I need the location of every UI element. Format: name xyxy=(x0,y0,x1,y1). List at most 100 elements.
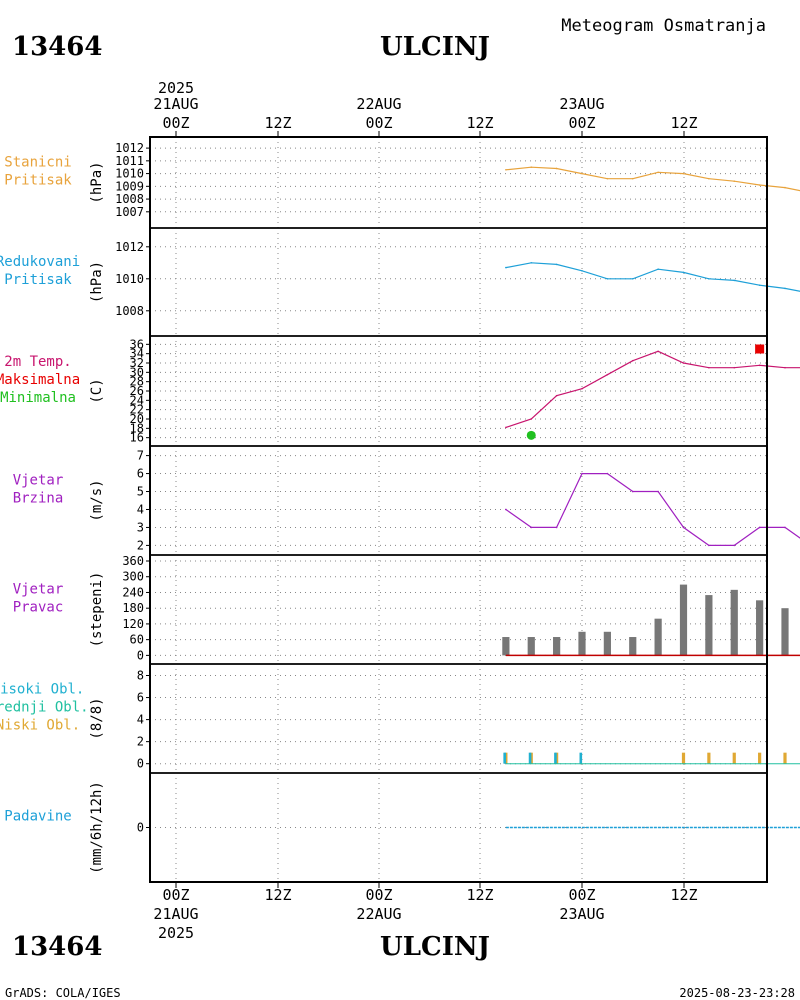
panel-cloud_cover: 0 2 4 6 8 Visoki Obl. Srednji Obl. Niski Obl. (8… xyxy=(0,663,800,774)
station-name-bottom: ULCINJ xyxy=(380,932,490,962)
y-tick-label: 1012 xyxy=(115,141,144,155)
y-tick-label: 1010 xyxy=(115,272,144,286)
data-point xyxy=(530,418,533,420)
hour-top-3: 00Z xyxy=(365,114,392,132)
data-point xyxy=(505,168,507,171)
y-tick-label: 180 xyxy=(122,601,144,615)
y-tick-label: 34 xyxy=(130,347,144,361)
y-tick-label: 16 xyxy=(130,431,144,445)
data-point xyxy=(505,426,507,429)
day-top-1: 21AUG xyxy=(153,95,198,113)
y-tick-label: 22 xyxy=(130,403,144,417)
hour-top-1: 00Z xyxy=(162,114,189,132)
panel-frame xyxy=(149,335,768,447)
hour-top-2: 12Z xyxy=(264,114,291,132)
y-tick-label: 1009 xyxy=(115,179,144,193)
y-axis-label: (mm/6h/12h) xyxy=(89,781,105,874)
data-point xyxy=(555,263,558,266)
data-point xyxy=(581,472,583,475)
wind-dir-bar xyxy=(781,608,789,656)
cloud-bar xyxy=(783,752,787,764)
station-id-bottom: 13464 xyxy=(12,932,102,962)
y-tick-label: 26 xyxy=(130,384,144,398)
y-axis-label: (8/8) xyxy=(89,697,105,739)
panel-label: Vjetar xyxy=(13,473,64,489)
cloud-bar xyxy=(758,752,762,764)
data-point xyxy=(784,366,786,369)
panel-label: Visoki Obl. xyxy=(0,682,84,698)
panel-frame xyxy=(149,663,768,774)
data-point xyxy=(733,279,736,282)
day-top-3: 23AUG xyxy=(559,95,604,113)
station-name-top: ULCINJ xyxy=(380,32,490,62)
day-top-2: 22AUG xyxy=(356,95,401,113)
y-tick-label: 32 xyxy=(130,356,144,370)
tmin-marker xyxy=(526,430,536,440)
data-point xyxy=(657,171,659,174)
panel-label: Vjetar xyxy=(13,582,64,598)
wind-dir-bar xyxy=(705,595,713,656)
data-point xyxy=(733,544,736,547)
panel-label: Srednji Obl. xyxy=(0,700,89,716)
y-axis-label: (hPa) xyxy=(89,161,105,203)
cloud-bar xyxy=(732,752,736,764)
y-tick-label: 20 xyxy=(130,412,144,426)
data-point xyxy=(733,366,736,369)
data-point xyxy=(631,177,634,180)
hour-top-6: 12Z xyxy=(670,114,697,132)
wind-dir-bar xyxy=(679,584,688,656)
data-point xyxy=(581,172,583,175)
cloud-bar xyxy=(554,752,557,764)
data-point xyxy=(505,266,507,269)
data-point xyxy=(505,508,507,511)
data-point xyxy=(631,359,634,362)
plot-frame xyxy=(149,136,768,883)
hour-bottom-5: 00Z xyxy=(568,886,595,904)
y-tick-label: 60 xyxy=(130,633,144,647)
data-point xyxy=(606,373,609,376)
y-axis-label: (hPa) xyxy=(89,261,105,303)
data-point xyxy=(758,184,761,186)
y-tick-label: 1012 xyxy=(115,240,144,254)
y-tick-label: 2 xyxy=(137,735,144,749)
wind-dir-bar xyxy=(502,637,510,656)
station-id-top: 13464 xyxy=(12,32,102,62)
panel-precipitation: 0 Padavine (mm/6h/12h) xyxy=(4,772,800,883)
day-bottom-1: 21AUG xyxy=(153,905,198,923)
data-point xyxy=(657,350,659,353)
y-tick-label: 300 xyxy=(122,570,144,584)
panel-label: Brzina xyxy=(13,491,64,507)
panel-label: Redukovani xyxy=(0,254,80,270)
data-point xyxy=(631,278,634,280)
y-tick-label: 0 xyxy=(137,757,144,771)
hour-bottom-2: 12Z xyxy=(264,886,291,904)
data-point xyxy=(657,490,659,493)
panel-label: Minimalna xyxy=(0,390,76,406)
data-point xyxy=(784,287,786,290)
panel-reduced_pressure: 1008 1010 1012 Redukovani Pritisak (hPa) xyxy=(0,227,800,337)
y-tick-label: 1008 xyxy=(115,304,144,318)
data-point xyxy=(758,526,761,529)
data-point xyxy=(555,167,558,170)
panel-frame xyxy=(149,445,768,556)
cloud-bar xyxy=(681,752,686,764)
y-tick-label: 0 xyxy=(137,821,144,835)
y-tick-label: 1010 xyxy=(115,167,144,181)
panel-label: Niski Obl. xyxy=(0,718,80,734)
data-point xyxy=(708,366,710,369)
wind-dir-bar xyxy=(654,618,662,656)
year-top: 2025 xyxy=(158,79,194,97)
panel-frame xyxy=(149,227,768,337)
y-axis-label: (C) xyxy=(89,378,105,403)
y-tick-label: 6 xyxy=(137,467,144,481)
wind-dir-bar xyxy=(527,637,535,656)
series-line xyxy=(505,262,800,292)
data-point xyxy=(708,278,710,280)
tmax-marker xyxy=(755,344,765,354)
wind-dir-bar xyxy=(756,600,764,656)
y-tick-label: 6 xyxy=(137,691,144,705)
wind-dir-bar xyxy=(629,637,637,656)
data-point xyxy=(682,526,685,529)
